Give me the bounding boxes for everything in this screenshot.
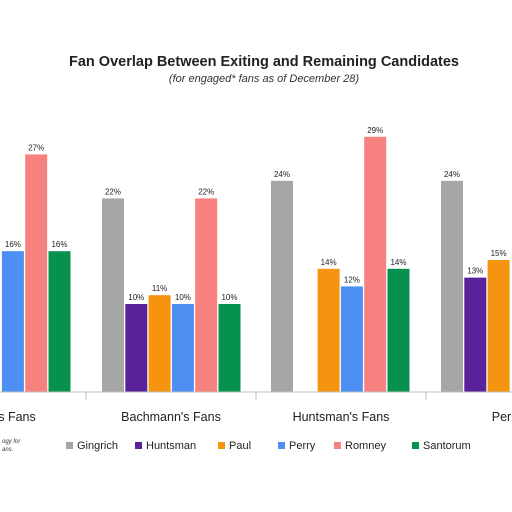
data-label-gingrich-3: 24% bbox=[274, 170, 290, 179]
data-label-romney-2: 22% bbox=[198, 187, 214, 196]
category-label-1: s Fans bbox=[0, 410, 36, 424]
bar-huntsman-4 bbox=[464, 277, 487, 392]
data-label-paul-2: 11% bbox=[152, 284, 167, 293]
data-label-perry-1: 16% bbox=[5, 240, 21, 249]
data-label-huntsman-2: 10% bbox=[128, 293, 144, 302]
data-label-santorum-1: 16% bbox=[51, 240, 67, 249]
legend-label-santorum: Santorum bbox=[423, 440, 471, 452]
category-label-3: Huntsman's Fans bbox=[293, 410, 390, 424]
data-label-romney-3: 29% bbox=[367, 126, 383, 135]
data-label-huntsman-4: 13% bbox=[467, 267, 483, 276]
bar-gingrich-3 bbox=[271, 180, 293, 392]
chart-title: Fan Overlap Between Exiting and Remainin… bbox=[69, 54, 459, 70]
data-label-perry-2: 10% bbox=[175, 293, 191, 302]
bar-romney-2 bbox=[195, 198, 218, 392]
data-label-gingrich-4: 24% bbox=[444, 170, 460, 179]
data-label-paul-4: 15% bbox=[491, 249, 507, 258]
bar-santorum-2 bbox=[218, 304, 241, 392]
data-label-romney-1: 27% bbox=[28, 143, 44, 152]
bar-paul-2 bbox=[148, 295, 171, 392]
legend-label-romney: Romney bbox=[345, 440, 386, 452]
legend-swatch-paul bbox=[218, 442, 225, 449]
legend-swatch-huntsman bbox=[135, 442, 142, 449]
bar-gingrich-4 bbox=[441, 180, 463, 392]
legend-label-gingrich: Gingrich bbox=[77, 440, 118, 452]
data-label-santorum-2: 10% bbox=[221, 293, 237, 302]
footnote-line-1: ogy for bbox=[2, 439, 21, 445]
legend-swatch-perry bbox=[278, 442, 285, 449]
bar-gingrich-2 bbox=[102, 198, 124, 392]
bar-perry-2 bbox=[171, 304, 194, 392]
legend-label-paul: Paul bbox=[229, 440, 251, 452]
legend-label-huntsman: Huntsman bbox=[146, 440, 196, 452]
bar-santorum-3 bbox=[387, 268, 410, 392]
bars-layer: 16% 27% 16% 22% 10% 11% 10% 22% 10% 24% 14% 12% 29% 1… bbox=[1, 126, 510, 392]
bar-perry-3 bbox=[340, 286, 363, 392]
bar-romney-1 bbox=[25, 154, 48, 392]
category-label-2: Bachmann's Fans bbox=[121, 410, 221, 424]
footnote-line-2: ans. bbox=[2, 447, 13, 453]
data-label-gingrich-2: 22% bbox=[105, 187, 121, 196]
legend-label-perry: Perry bbox=[289, 440, 316, 452]
bar-romney-3 bbox=[364, 136, 387, 392]
bar-paul-4 bbox=[487, 260, 510, 392]
data-label-perry-3: 12% bbox=[344, 275, 360, 284]
legend-swatch-gingrich bbox=[66, 442, 73, 449]
chart-subtitle: (for engaged* fans as of December 28) bbox=[169, 73, 360, 85]
data-label-paul-3: 14% bbox=[321, 258, 337, 267]
data-label-santorum-3: 14% bbox=[390, 258, 406, 267]
bar-huntsman-2 bbox=[125, 304, 148, 392]
legend-swatch-romney bbox=[334, 442, 341, 449]
bar-perry-1 bbox=[1, 251, 24, 392]
category-label-4: Perry's bbox=[492, 410, 512, 424]
bar-santorum-1 bbox=[48, 251, 71, 392]
legend-swatch-santorum bbox=[412, 442, 419, 449]
legend: Gingrich Huntsman Paul Perry Romney Santorum bbox=[66, 440, 471, 452]
bar-paul-3 bbox=[317, 268, 340, 392]
category-labels: s Fans Bachmann's Fans Huntsman's Fans Perr… bbox=[0, 392, 512, 424]
